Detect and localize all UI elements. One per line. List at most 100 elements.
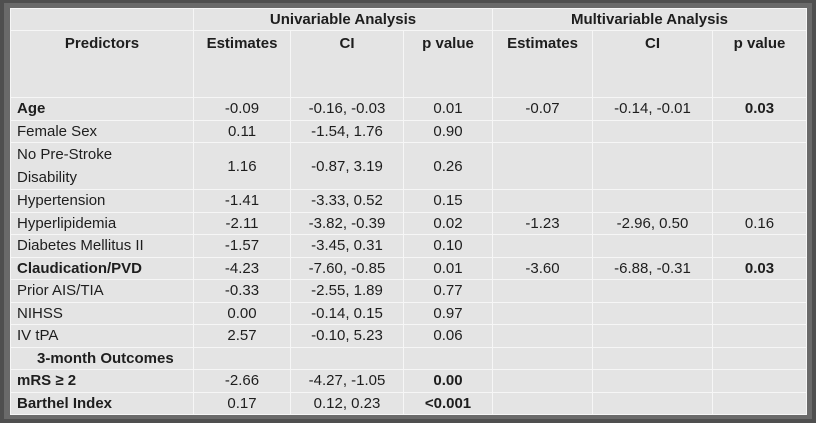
blank-cell (592, 301, 713, 325)
blank-cell (492, 369, 593, 393)
column-header: Estimates (193, 30, 291, 98)
cell: -0.07 (492, 97, 593, 121)
table-row: Claudication/PVD -4.23 -7.60, -0.85 0.01 -3.… (10, 256, 807, 280)
blank-cell (592, 189, 713, 213)
blank-cell (712, 391, 807, 415)
blank-cell (712, 369, 807, 393)
cell: -1.41 (193, 189, 291, 213)
blank-cell (712, 119, 807, 143)
table-row: IV tPA 2.57 -0.10, 5.23 0.06 (10, 324, 807, 348)
blank-cell (403, 346, 493, 370)
blank-cell (592, 142, 713, 190)
blank-cell (492, 234, 593, 258)
blank-cell (10, 8, 194, 31)
table-row: NIHSS 0.00 -0.14, 0.15 0.97 (10, 301, 807, 325)
blank-cell (592, 346, 713, 370)
cell: 0.03 (712, 256, 807, 280)
column-header: CI (290, 30, 404, 98)
cell: -0.16, -0.03 (290, 97, 404, 121)
row-label: IV tPA (10, 324, 194, 348)
cell: -3.82, -0.39 (290, 211, 404, 235)
cell: -3.33, 0.52 (290, 189, 404, 213)
group-header: Multivariable Analysis (492, 8, 807, 31)
cell: -4.27, -1.05 (290, 369, 404, 393)
cell: 0.01 (403, 256, 493, 280)
cell: -0.09 (193, 97, 291, 121)
table-row: Age -0.09 -0.16, -0.03 0.01 -0.07 -0.14, -0.0… (10, 97, 807, 121)
column-header: Estimates (492, 30, 593, 98)
cell: -2.96, 0.50 (592, 211, 713, 235)
cell: -1.23 (492, 211, 593, 235)
column-header: Predictors (10, 30, 194, 98)
group-header: Univariable Analysis (193, 8, 493, 31)
blank-cell (492, 324, 593, 348)
blank-cell (492, 142, 593, 190)
blank-cell (492, 119, 593, 143)
group-header-row: Univariable Analysis Multivariable Analy… (10, 8, 807, 31)
table-row: 3-month Outcomes (10, 346, 807, 370)
column-header: CI (592, 30, 713, 98)
blank-cell (712, 142, 807, 190)
blank-cell (592, 234, 713, 258)
row-label: Claudication/PVD (10, 256, 194, 280)
blank-cell (592, 119, 713, 143)
column-header: p value (712, 30, 807, 98)
results-table: Univariable Analysis Multivariable Analy… (10, 8, 807, 415)
cell: -3.45, 0.31 (290, 234, 404, 258)
row-label: Hyperlipidemia (10, 211, 194, 235)
cell: 0.01 (403, 97, 493, 121)
blank-cell (492, 346, 593, 370)
table-row: Hypertension -1.41 -3.33, 0.52 0.15 (10, 189, 807, 213)
cell: 0.90 (403, 119, 493, 143)
row-label: Barthel Index (10, 391, 194, 415)
cell: 0.00 (193, 301, 291, 325)
blank-cell (492, 279, 593, 303)
cell: -0.87, 3.19 (290, 142, 404, 190)
blank-cell (592, 279, 713, 303)
row-label-text: No Pre-Stroke Disability (17, 146, 113, 186)
cell: 0.12, 0.23 (290, 391, 404, 415)
table-row: Female Sex 0.11 -1.54, 1.76 0.90 (10, 119, 807, 143)
cell: 0.17 (193, 391, 291, 415)
table-row: Hyperlipidemia -2.11 -3.82, -0.39 0.02 -1.23… (10, 211, 807, 235)
cell: 0.15 (403, 189, 493, 213)
cell: -1.54, 1.76 (290, 119, 404, 143)
column-header-row: Predictors Estimates CI p value Estimates CI p… (10, 30, 807, 98)
blank-cell (592, 391, 713, 415)
blank-cell (492, 189, 593, 213)
cell: -4.23 (193, 256, 291, 280)
cell: -0.33 (193, 279, 291, 303)
cell: 0.00 (403, 369, 493, 393)
cell: 1.16 (193, 142, 291, 190)
row-label: 3-month Outcomes (10, 346, 194, 370)
cell: -6.88, -0.31 (592, 256, 713, 280)
row-label: Prior AIS/TIA (10, 279, 194, 303)
cell: 0.16 (712, 211, 807, 235)
column-header: p value (403, 30, 493, 98)
cell: -0.10, 5.23 (290, 324, 404, 348)
cell: -2.55, 1.89 (290, 279, 404, 303)
table-row: Barthel Index 0.17 0.12, 0.23 <0.001 (10, 391, 807, 415)
blank-cell (712, 301, 807, 325)
blank-cell (712, 324, 807, 348)
cell: <0.001 (403, 391, 493, 415)
cell: 0.02 (403, 211, 493, 235)
table-row: Diabetes Mellitus II -1.57 -3.45, 0.31 0.10 (10, 234, 807, 258)
blank-cell (492, 391, 593, 415)
cell: -7.60, -0.85 (290, 256, 404, 280)
blank-cell (492, 301, 593, 325)
blank-cell (712, 234, 807, 258)
cell: 0.11 (193, 119, 291, 143)
blank-cell (712, 189, 807, 213)
row-label: Hypertension (10, 189, 194, 213)
blank-cell (712, 346, 807, 370)
table-row: No Pre-Stroke Disability 1.16 -0.87, 3.19 0… (10, 142, 807, 190)
cell: 0.97 (403, 301, 493, 325)
row-label: mRS ≥ 2 (10, 369, 194, 393)
cell: 0.77 (403, 279, 493, 303)
blank-cell (592, 324, 713, 348)
blank-cell (712, 279, 807, 303)
row-label: Age (10, 97, 194, 121)
table-row: Prior AIS/TIA -0.33 -2.55, 1.89 0.77 (10, 279, 807, 303)
cell: -2.11 (193, 211, 291, 235)
